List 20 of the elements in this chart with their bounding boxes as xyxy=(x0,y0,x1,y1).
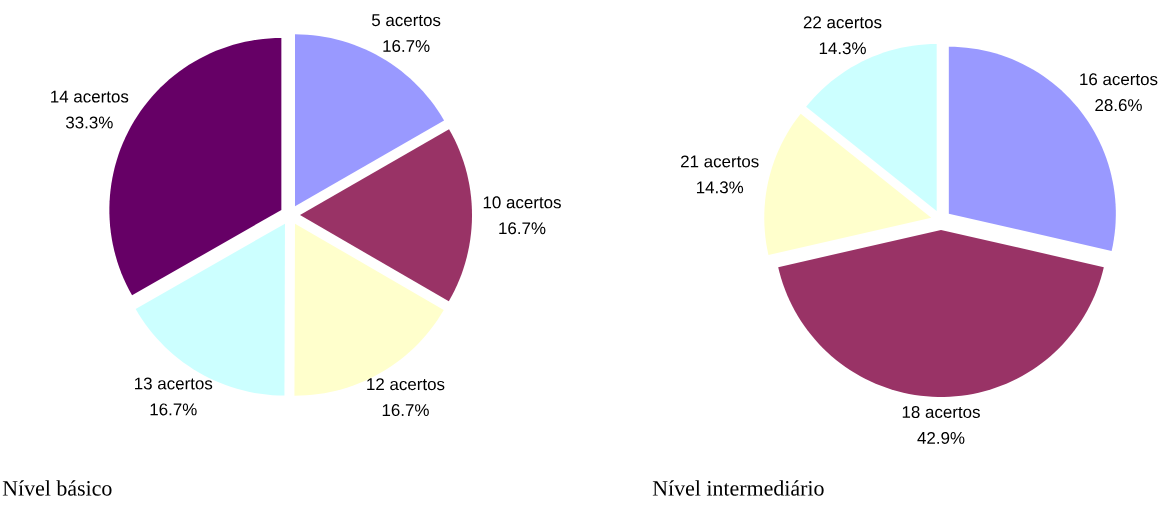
data-label: 14.3% xyxy=(819,42,866,55)
slice-label: 5 acertos xyxy=(371,14,441,27)
slice-label: 13 acertos xyxy=(135,377,213,390)
data-label: 16.7% xyxy=(383,40,430,53)
slice-label: 16 acertos xyxy=(1080,73,1158,86)
text: Nível intermediário xyxy=(652,480,824,496)
data-label: 16.7% xyxy=(499,222,546,235)
text: Nível básico xyxy=(2,480,112,496)
slice-label: 22 acertos xyxy=(803,16,882,29)
data-label: 28.6% xyxy=(1095,99,1142,112)
data-label: 42.9% xyxy=(917,431,965,444)
slice-label: 12 acertos xyxy=(367,378,445,391)
slice-label: 10 acertos xyxy=(483,196,561,209)
data-label: 33.3% xyxy=(65,116,113,129)
data-label: 14.3% xyxy=(696,181,744,194)
slice-label: 14 acertos xyxy=(51,90,129,103)
data-label: 16.7% xyxy=(150,403,197,416)
slice-label: 18 acertos xyxy=(902,406,980,419)
slice-label: 21 acertos xyxy=(681,155,759,168)
data-label: 16.7% xyxy=(382,404,429,417)
